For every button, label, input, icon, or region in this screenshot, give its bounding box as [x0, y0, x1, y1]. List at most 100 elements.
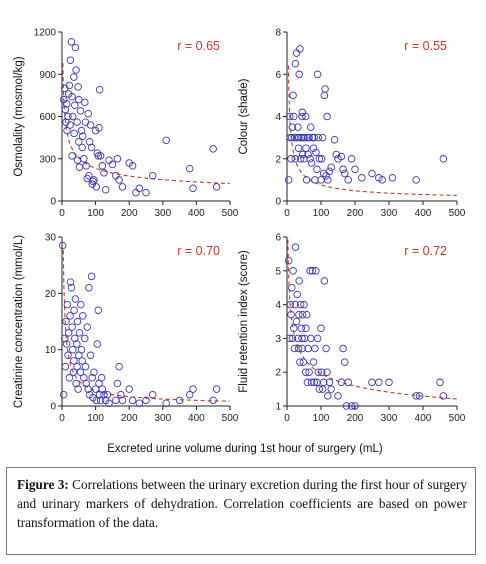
y-tick-label: 1 [275, 402, 281, 413]
caption-label: Figure 3: [17, 477, 69, 492]
data-point [69, 112, 77, 121]
data-point [300, 133, 309, 142]
data-point [298, 310, 307, 319]
data-point [299, 358, 308, 366]
data-point [295, 133, 303, 142]
data-point [295, 277, 303, 285]
data-point [284, 176, 293, 184]
data-point [98, 162, 107, 170]
data-point [67, 283, 76, 292]
data-point [67, 38, 76, 46]
data-point [189, 184, 197, 193]
data-point [135, 399, 144, 407]
data-point [291, 59, 300, 68]
data-point [74, 385, 82, 393]
data-point [63, 126, 71, 135]
data-point [58, 241, 67, 250]
y-tick-label: 5 [275, 266, 281, 277]
data-point [92, 396, 101, 405]
data-point [90, 368, 98, 376]
y-axis-label: Creatinine concentration (mmol/L) [13, 235, 25, 408]
data-point [368, 378, 376, 387]
y-axis-label: Fluid retention index (score) [238, 250, 250, 393]
data-point [68, 93, 76, 101]
panel-1: 0 300 600 900 1200 0 100 200 300 400 500 Osmolality… [13, 28, 239, 220]
data-point [68, 323, 76, 331]
data-point [286, 300, 295, 309]
x-tick-label: 400 [188, 208, 205, 219]
data-point [324, 176, 332, 184]
panel-4: 1 2 3 4 5 6 0 100 200 300 400 500 Fluid retention in… [238, 233, 466, 425]
data-point [327, 385, 335, 393]
data-point [79, 132, 87, 140]
y-tick-label: 3 [275, 334, 281, 345]
data-point [86, 121, 95, 129]
data-point [85, 283, 93, 292]
data-point [342, 402, 351, 410]
data-point [69, 345, 77, 354]
data-point [90, 176, 98, 184]
x-tick-label: 300 [381, 208, 398, 219]
data-point [327, 163, 335, 171]
data-point [306, 267, 314, 275]
data-point [439, 392, 448, 400]
data-point [312, 148, 320, 157]
data-point [285, 112, 294, 121]
data-point [66, 278, 75, 286]
data-point [72, 66, 80, 74]
data-point [71, 43, 80, 52]
data-point [142, 188, 150, 197]
correlation-label: r = 0.65 [177, 39, 220, 53]
data-point [64, 329, 73, 337]
data-point [81, 334, 89, 343]
data-point [385, 378, 393, 387]
data-point [289, 91, 297, 100]
panel-2: 0 2 4 6 8 0 100 200 300 400 500 Colour (shade) r = 0… [238, 28, 466, 220]
data-point [295, 70, 303, 79]
data-point [61, 105, 70, 114]
data-point [301, 112, 310, 121]
correlation-label: r = 0.70 [177, 244, 220, 258]
data-point [77, 345, 86, 354]
data-point [304, 150, 312, 159]
y-tick-label: 10 [45, 345, 57, 356]
data-point [298, 108, 307, 117]
data-point [108, 160, 117, 169]
data-point [302, 144, 310, 152]
y-tick-label: 20 [45, 289, 57, 300]
data-point [112, 171, 120, 180]
data-point [358, 174, 366, 182]
data-point [98, 385, 107, 393]
data-point [65, 374, 74, 382]
data-point [344, 176, 352, 184]
data-point [105, 156, 113, 164]
data-point [209, 145, 217, 153]
data-point [65, 81, 74, 90]
figure-caption: Figure 3: Correlations between the urina… [6, 467, 476, 555]
y-tick-label: 4 [275, 112, 281, 123]
data-point [297, 133, 306, 142]
data-point [341, 358, 349, 366]
data-point [291, 300, 299, 309]
data-point [298, 150, 307, 159]
data-point [296, 300, 305, 309]
y-axis-label: Osmolality (mosmol/kg) [13, 56, 25, 176]
data-point [77, 126, 86, 135]
y-tick-label: 0 [50, 402, 56, 413]
data-point [73, 362, 81, 371]
data-point [105, 399, 113, 407]
data-point [96, 396, 105, 405]
data-point [300, 155, 308, 163]
data-point [311, 176, 319, 184]
caption-text: Correlations between the urinary excreti… [17, 477, 468, 530]
data-point [112, 396, 120, 405]
y-tick-label: 900 [39, 70, 56, 81]
data-point [339, 344, 347, 353]
data-point [322, 344, 330, 353]
data-point [103, 390, 112, 399]
data-point [301, 368, 310, 376]
data-point [319, 378, 328, 387]
data-point [291, 155, 299, 163]
data-point [320, 91, 329, 100]
